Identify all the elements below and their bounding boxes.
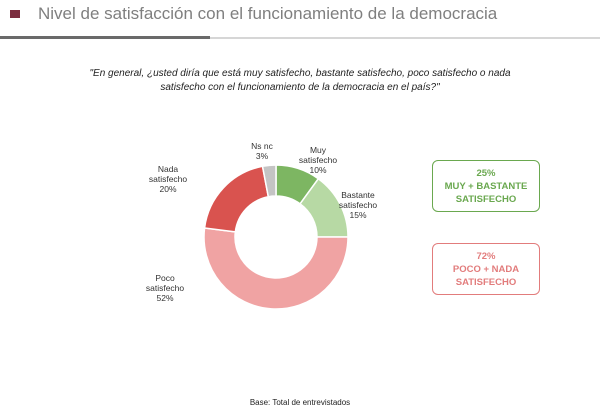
donut-slice bbox=[203, 227, 349, 310]
value-label: 10% bbox=[309, 165, 327, 175]
summary-box: 72% POCO + NADA SATISFECHO bbox=[432, 243, 540, 295]
slice-label: Poco satisfecho 52% bbox=[139, 273, 191, 303]
slice-label: Bastante satisfecho 15% bbox=[332, 190, 384, 220]
value-label: 3% bbox=[255, 151, 269, 161]
summary-value: 72% bbox=[476, 251, 496, 262]
logo-mark bbox=[10, 10, 20, 18]
slice-label: Nada satisfecho 20% bbox=[142, 164, 194, 194]
question: "En general, ¿usted diría que está muy s… bbox=[89, 68, 511, 93]
summary-box: 25% MUY + BASTANTE SATISFECHO bbox=[432, 160, 540, 212]
summary-text: POCO + NADA SATISFECHO bbox=[452, 264, 520, 288]
donut-slice bbox=[203, 165, 270, 233]
slice-label: Ns nc 3% bbox=[236, 141, 288, 161]
category-label: Bastante satisfecho bbox=[338, 190, 378, 210]
slice-label: Muy satisfecho 10% bbox=[292, 145, 344, 175]
summary-text: MUY + BASTANTE SATISFECHO bbox=[444, 181, 528, 205]
value-label: 52% bbox=[156, 293, 174, 303]
title: Nivel de satisfacción con el funcionamie… bbox=[38, 4, 498, 23]
value-label: 15% bbox=[349, 210, 367, 220]
value-label: 20% bbox=[159, 184, 177, 194]
category-label: Muy satisfecho bbox=[298, 145, 338, 165]
rule-dark bbox=[0, 36, 210, 39]
rule-light bbox=[210, 37, 600, 39]
summary-value: 25% bbox=[476, 168, 496, 179]
category-label: Poco satisfecho bbox=[145, 273, 185, 293]
category-label: Ns nc bbox=[251, 141, 273, 151]
category-label: Nada satisfecho bbox=[148, 164, 188, 184]
donut-slice bbox=[261, 164, 277, 198]
footnote: Base: Total de entrevistados bbox=[249, 398, 351, 407]
